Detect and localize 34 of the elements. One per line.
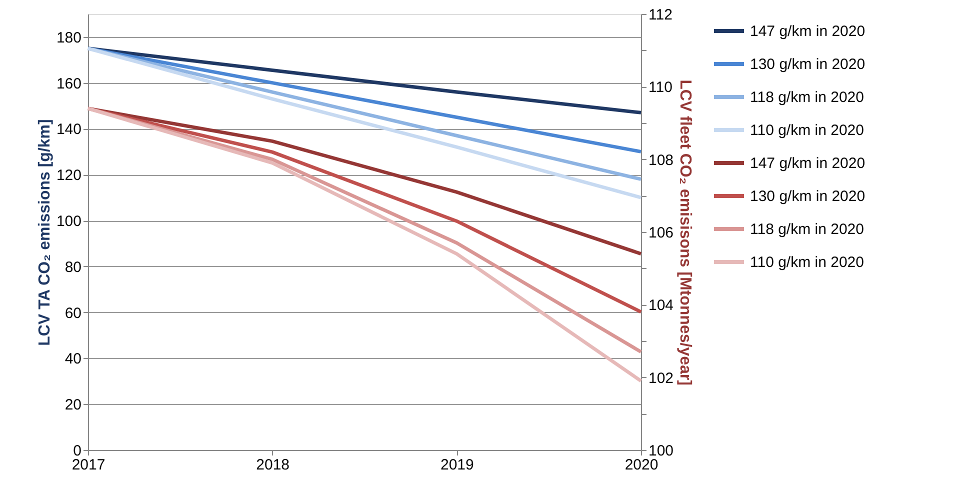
line-series — [86, 46, 643, 114]
legend-label: 118 g/km in 2020 — [750, 89, 864, 106]
y-axis-title: LCV TA CO₂ emissions [g/km] — [36, 119, 54, 346]
legend-label: 110 g/km in 2020 — [750, 122, 864, 139]
y2-tick-label: 106 — [648, 224, 674, 242]
x-tick-label: 2017 — [72, 456, 106, 474]
y2-tick-label: 100 — [648, 442, 674, 460]
y2-tick-label: 110 — [648, 79, 672, 96]
x-tick-label: 2020 — [624, 456, 658, 474]
y2-tick-label: 112 — [648, 6, 672, 24]
y2-tick-label: 102 — [648, 370, 674, 387]
y-tick-label: 140 — [56, 121, 82, 138]
y-tick-label: 20 — [64, 396, 82, 414]
y2-tick-label: 108 — [648, 152, 674, 169]
y2-axis-title: LCV fleet CO₂ emisisons [Mtonnes/year] — [676, 80, 694, 386]
line-series — [86, 46, 643, 154]
y-tick-label: 60 — [64, 304, 82, 322]
legend-label: 147 g/km in 2020 — [750, 155, 866, 172]
y2-tick-label: 104 — [648, 297, 674, 314]
y-tick-label: 40 — [64, 350, 82, 368]
x-tick-label: 2018 — [256, 456, 290, 474]
legend-label: 130 g/km in 2020 — [750, 56, 866, 73]
legend-label: 118 g/km in 2020 — [750, 221, 864, 238]
legend-label: 147 g/km in 2020 — [750, 23, 866, 40]
x-tick-label: 2019 — [440, 456, 474, 474]
legend-label: 110 g/km in 2020 — [750, 254, 864, 271]
legend-label: 130 g/km in 2020 — [750, 188, 866, 205]
y-tick-label: 0 — [73, 442, 82, 460]
y-tick-label: 100 — [56, 213, 82, 230]
y-tick-label: 160 — [56, 75, 82, 92]
y-tick-label: 120 — [56, 167, 82, 184]
y-tick-label: 80 — [64, 258, 82, 276]
y-tick-label: 180 — [56, 29, 82, 46]
line-series — [86, 106, 643, 256]
